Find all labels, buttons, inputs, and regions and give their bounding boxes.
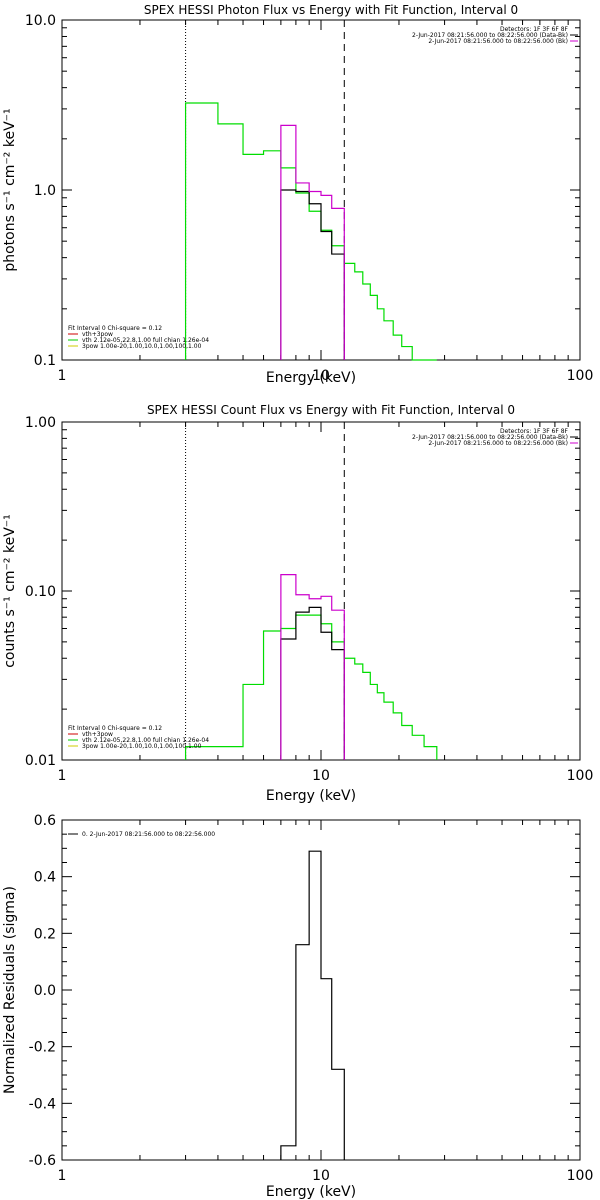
photon-y-axis-label: photons s⁻¹ cm⁻² keV⁻¹ <box>2 108 18 271</box>
photon-x-tick-label: 10 <box>312 368 330 384</box>
count-legend-right-entry: Detectors: 1F 3F 6F 8F <box>500 428 569 435</box>
count-x-tick-label: 10 <box>312 768 330 784</box>
residual-x-tick-label: 100 <box>567 1168 594 1184</box>
count-y-tick-label: 0.01 <box>25 753 56 769</box>
count-chart-title: SPEX HESSI Count Flux vs Energy with Fit… <box>147 403 515 417</box>
residual-x-tick-label: 10 <box>312 1168 330 1184</box>
count-y-tick-label: 0.10 <box>25 584 56 600</box>
count-x-tick-label: 100 <box>567 768 594 784</box>
residual-y-tick-label: 0.4 <box>34 870 56 886</box>
count-panel: SPEX HESSI Count Flux vs Energy with Fit… <box>2 403 593 804</box>
residual-y-tick-label: 0.0 <box>34 983 56 999</box>
photon-x-tick-label: 100 <box>567 368 594 384</box>
count-legend-left-entry: vth 2.12e-05,22.8,1.00 full chian 1.26e-… <box>82 737 209 744</box>
photon-legend-left: Fit Interval 0 Chi-square = 0.12vth+3pow… <box>68 325 209 350</box>
photon-series-1-step-line <box>280 189 345 360</box>
residual-y-axis-label: Normalized Residuals (sigma) <box>2 886 18 1094</box>
photon-panel: SPEX HESSI Photon Flux vs Energy with Fi… <box>2 3 593 386</box>
residual-y-tick-label: 0.6 <box>34 813 56 829</box>
residual-y-tick-label: -0.6 <box>29 1153 56 1169</box>
photon-legend-left-entry: vth+3pow <box>82 331 113 338</box>
count-y-axis: 0.01 0.10 1.00 <box>25 415 580 769</box>
count-x-tick-label: 1 <box>58 768 67 784</box>
residual-x-tick-label: 1 <box>58 1168 67 1184</box>
photon-plot-frame <box>61 19 581 361</box>
residual-panel: 1 10 100 Energy (keV) -0.6 -0.4 -0.2 0.0 0.2 0.4 0… <box>2 813 593 1200</box>
residual-x-axis-label: Energy (keV) <box>266 1184 356 1200</box>
count-legend-left-entry: vth+3pow <box>82 731 113 738</box>
residual-legend-left: 0. 2-Jun-2017 08:21:56.000 to 08:22:56.0… <box>68 831 215 838</box>
count-series-0-step-line <box>184 614 438 760</box>
count-legend-right-entry: 2-Jun-2017 08:21:56.000 to 08:22:56.000 … <box>412 434 568 441</box>
residual-series-0-step-line <box>280 850 345 1160</box>
photon-y-tick-label: 10.0 <box>25 13 56 29</box>
photon-legend-right-entry: 2-Jun-2017 08:21:56.000 to 08:22:56.000 … <box>428 38 568 45</box>
photon-y-axis: 0.1 1.0 10.0 <box>25 13 580 369</box>
photon-legend-left-entry: Fit Interval 0 Chi-square = 0.12 <box>68 325 162 332</box>
residual-y-axis: -0.6 -0.4 -0.2 0.0 0.2 0.4 0.6 <box>29 813 580 1169</box>
photon-series-2-step-line <box>280 124 345 360</box>
photon-x-tick-label: 1 <box>58 368 67 384</box>
photon-legend-left-entry: vth 2.12e-05,22.8,1.00 full chian 1.26e-… <box>82 337 209 344</box>
residual-y-tick-label: -0.4 <box>29 1096 56 1112</box>
photon-legend-left-entry: 3pow 1.00e-20,1.00,10.0,1.00,100,1.00 <box>82 343 202 350</box>
count-legend-left-entry: Fit Interval 0 Chi-square = 0.12 <box>68 725 162 732</box>
photon-legend-right-entry: 2-Jun-2017 08:21:56.000 to 08:22:56.000 … <box>412 32 568 39</box>
photon-x-axis-label: Energy (keV) <box>266 370 356 386</box>
photon-series-0-step-line <box>184 102 437 361</box>
residual-y-tick-label: -0.2 <box>29 1040 56 1056</box>
count-y-axis-label: counts s⁻¹ cm⁻² keV⁻¹ <box>2 514 18 668</box>
count-x-axis-label: Energy (keV) <box>266 788 356 804</box>
count-x-axis: 1 10 100 <box>58 422 594 784</box>
count-legend-right-entry: 2-Jun-2017 08:21:56.000 to 08:22:56.000 … <box>428 440 568 447</box>
photon-y-tick-label: 1.0 <box>34 183 56 199</box>
count-series-2-step-line <box>280 574 345 760</box>
residual-y-tick-label: 0.2 <box>34 926 56 942</box>
count-legend-left-entry: 3pow 1.00e-20,1.00,10.0,1.00,100,1.00 <box>82 743 202 750</box>
residual-legend-left-entry: 0. 2-Jun-2017 08:21:56.000 to 08:22:56.0… <box>82 831 215 838</box>
count-legend-right: Detectors: 1F 3F 6F 8F2-Jun-2017 08:21:5… <box>412 428 578 447</box>
photon-chart-title: SPEX HESSI Photon Flux vs Energy with Fi… <box>144 3 518 17</box>
count-legend-left: Fit Interval 0 Chi-square = 0.12vth+3pow… <box>68 725 209 750</box>
photon-legend-right: Detectors: 1F 3F 6F 8F2-Jun-2017 08:21:5… <box>412 26 578 45</box>
photon-y-tick-label: 0.1 <box>34 353 56 369</box>
count-y-tick-label: 1.00 <box>25 415 56 431</box>
count-series-1-step-line <box>280 606 345 760</box>
residual-x-axis: 1 10 100 <box>58 820 594 1184</box>
count-plot-frame <box>61 421 581 761</box>
photon-legend-right-entry: Detectors: 1F 3F 6F 8F <box>500 26 569 33</box>
